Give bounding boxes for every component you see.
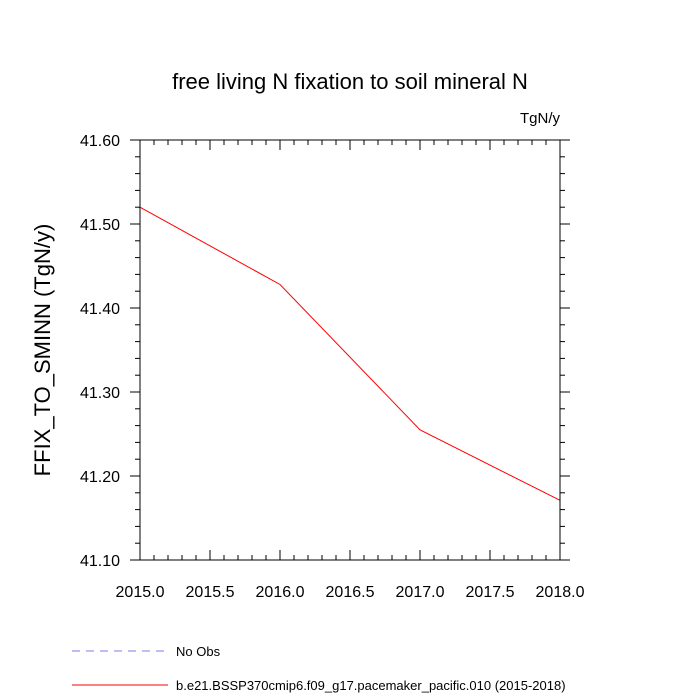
y-tick-label: 41.40 — [80, 301, 120, 318]
legend-label-0: No Obs — [176, 644, 221, 659]
x-tick-label: 2017.0 — [396, 584, 445, 601]
plot-frame — [139, 139, 561, 561]
x-tick-label: 2017.5 — [466, 584, 515, 601]
y-axis-label: FFIX_TO_SMINN (TgN/y) — [30, 224, 55, 477]
x-tick-label: 2016.5 — [326, 584, 375, 601]
plot-area — [139, 206, 561, 501]
y-tick-label: 41.50 — [80, 217, 120, 234]
legend-label-1: b.e21.BSSP370cmip6.f09_g17.pacemaker_pac… — [176, 678, 566, 693]
units-label: TgN/y — [520, 110, 561, 127]
y-tick-label: 41.20 — [80, 469, 120, 486]
x-tick-label: 2016.0 — [256, 584, 305, 601]
y-tick-label: 41.60 — [80, 133, 120, 150]
x-tick-label: 2015.0 — [116, 584, 165, 601]
series-line-1 — [139, 206, 561, 501]
y-tick-label: 41.30 — [80, 385, 120, 402]
axes: 2015.0 2015.5 2016.0 2016.5 2017.0 2017.5 2018… — [80, 133, 585, 601]
x-tick-label: 2018.0 — [536, 584, 585, 601]
legend: No Obs b.e21.BSSP370cmip6.f09_g17.pacemak… — [72, 644, 566, 693]
y-tick-label: 41.10 — [80, 553, 120, 570]
x-tick-label: 2015.5 — [186, 584, 235, 601]
chart-title: free living N fixation to soil mineral N — [172, 69, 528, 94]
